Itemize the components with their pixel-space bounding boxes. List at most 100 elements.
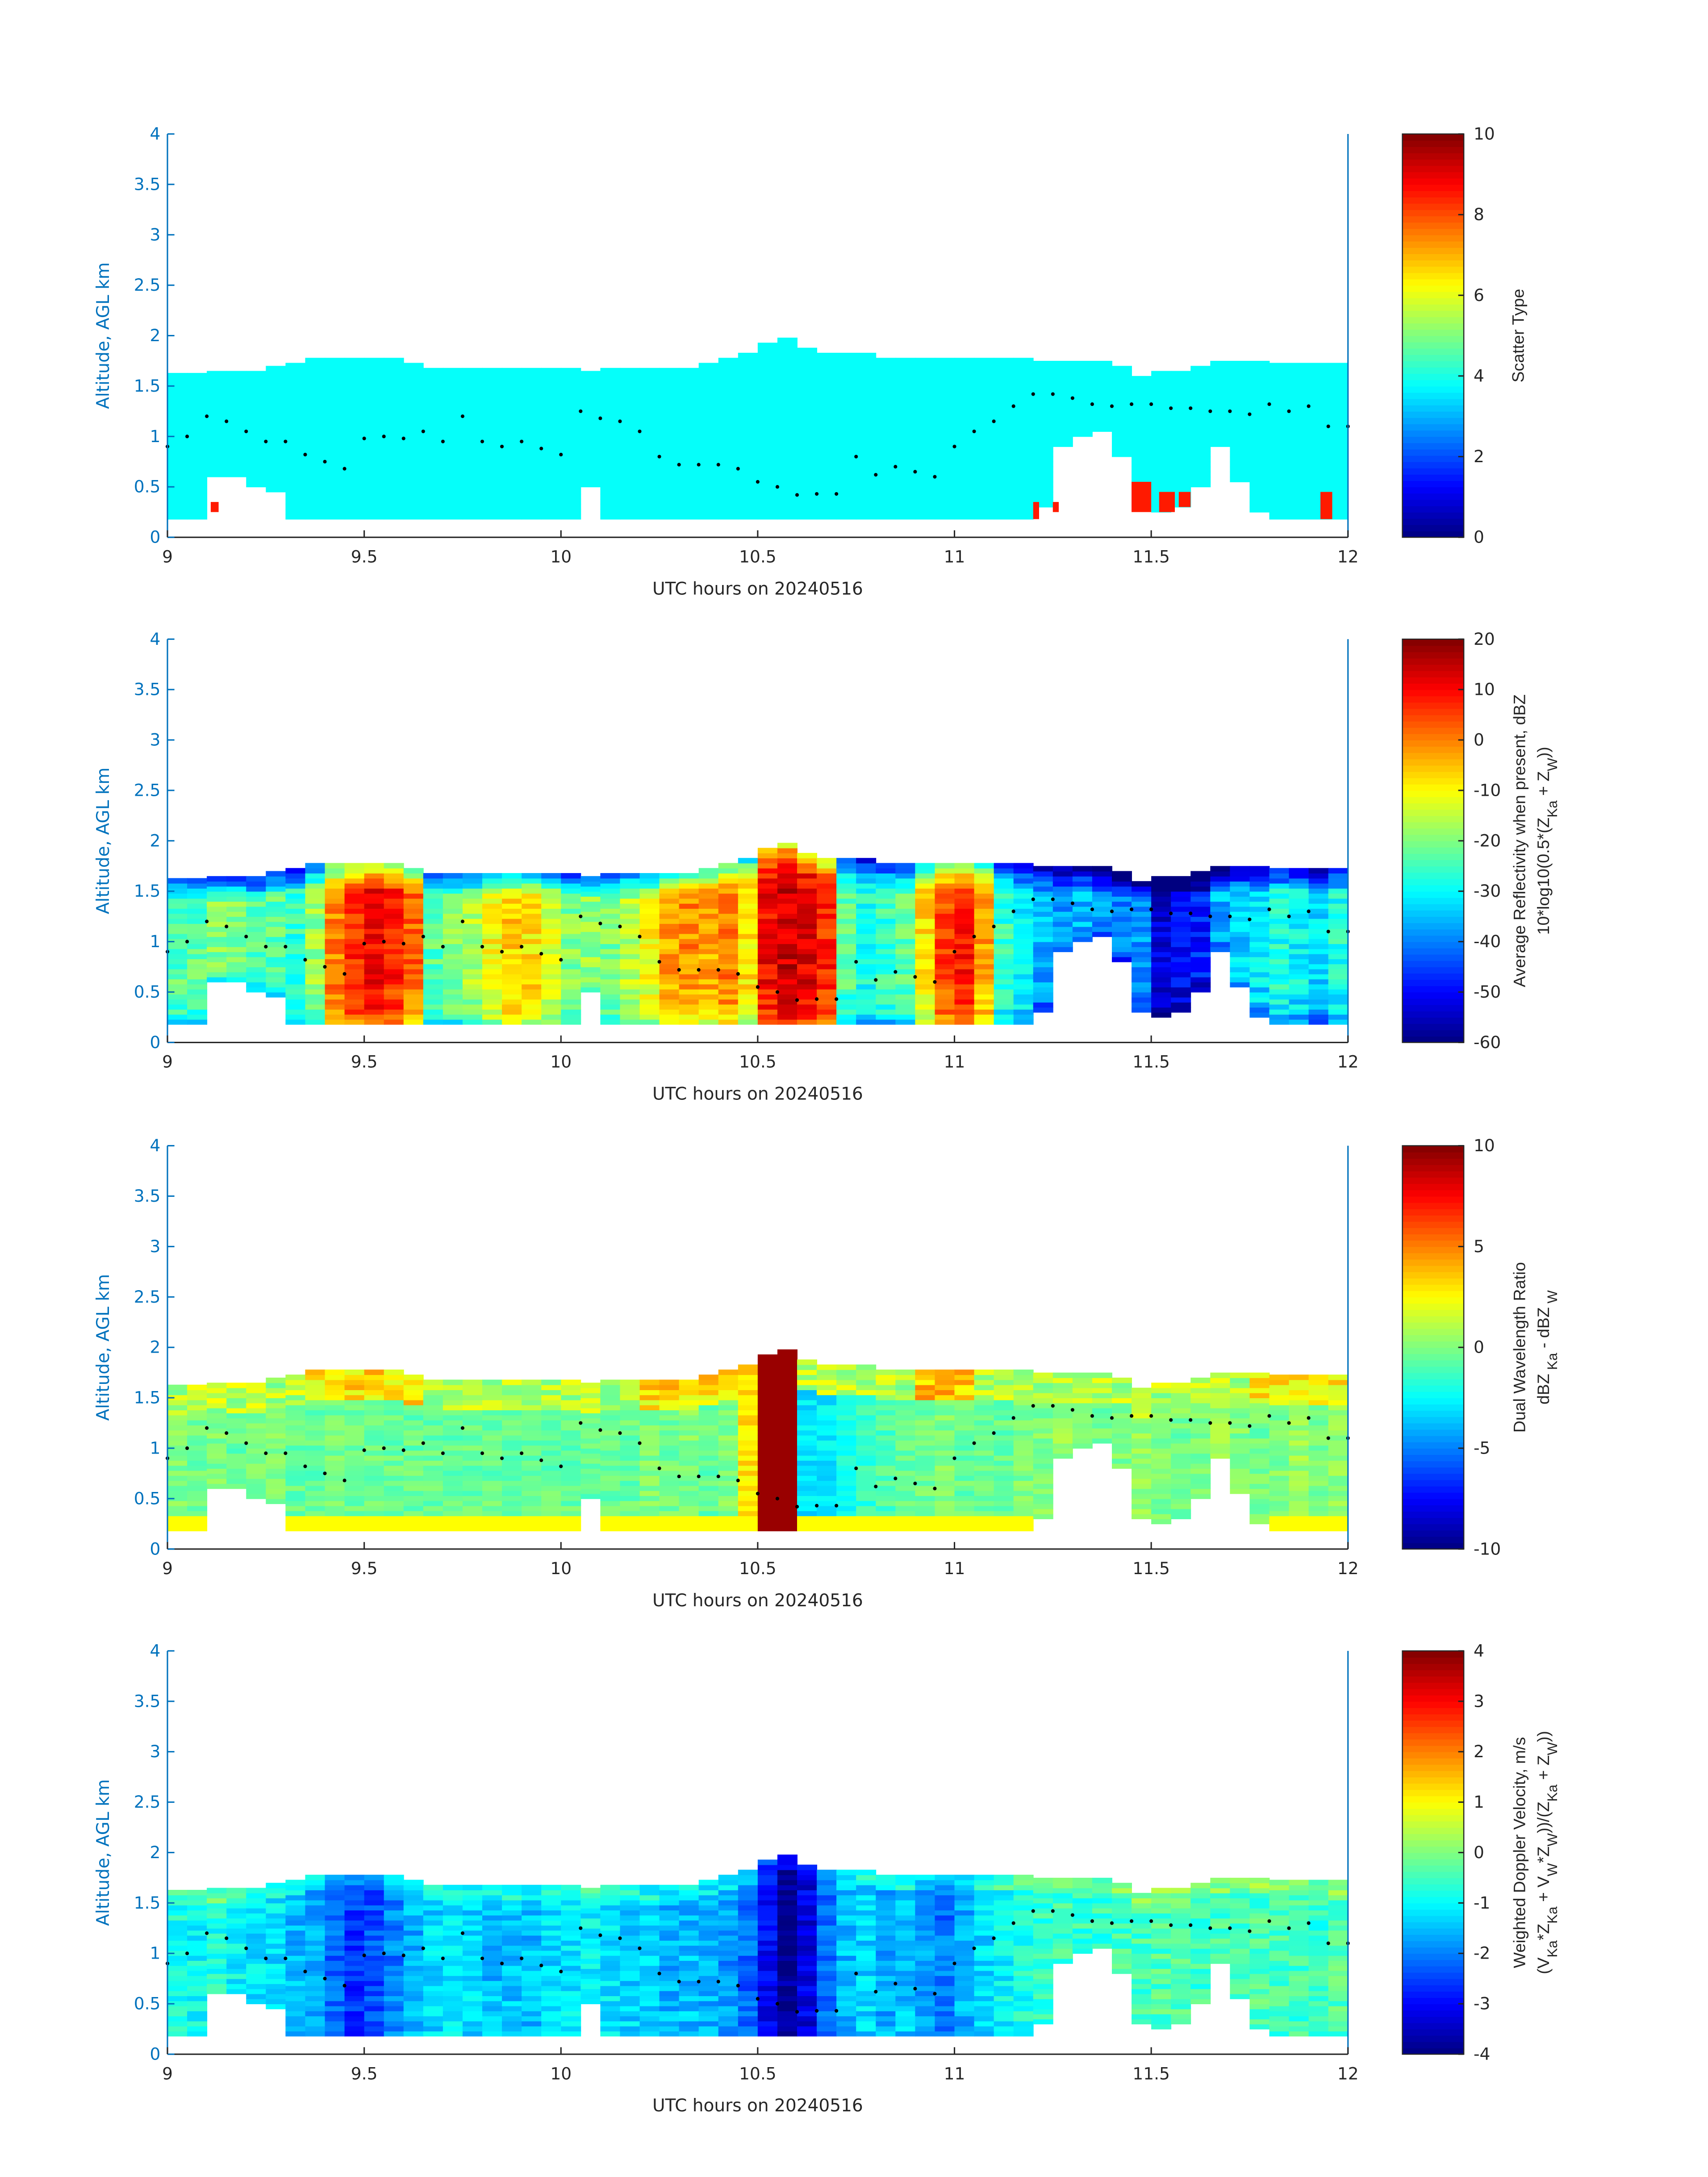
heatmap-cell [1132,957,1152,962]
heatmap-cell [915,908,935,914]
heatmap-cell [1190,906,1211,912]
heatmap-cell [266,952,286,957]
marker-point [1051,392,1055,396]
heatmap-cell [364,1500,384,1506]
heatmap-cell [403,489,424,494]
heatmap-cell [246,1478,267,1484]
colorbar-step [1402,840,1464,848]
heatmap-cell [325,408,345,414]
heatmap-cell [384,438,404,444]
heatmap-cell [797,1375,818,1380]
heatmap-cell [856,1445,877,1451]
heatmap-cell [207,1412,227,1419]
heatmap-cell [895,373,916,379]
heatmap-cell [757,888,778,894]
heatmap-cell [1092,906,1112,912]
heatmap-cell [1249,997,1270,1003]
heatmap-cell [757,504,778,510]
heatmap-cell [718,1500,739,1506]
heatmap-cell [502,1009,522,1015]
heatmap-cell [1013,994,1034,1000]
heatmap-cell [698,1480,719,1486]
heatmap-cell [1249,977,1270,982]
heatmap-cell [207,926,227,932]
heatmap-cell [738,464,758,469]
heatmap-cell [187,994,208,1000]
heatmap-cell [620,413,640,419]
heatmap-cell [1151,426,1172,432]
heatmap-cell [1112,436,1132,442]
heatmap-cell [580,961,601,967]
heatmap-cell [620,494,640,500]
heatmap-cell [1289,938,1309,944]
heatmap-cell [1249,492,1270,497]
heatmap-cell [502,1455,522,1461]
heatmap-cell [856,1525,877,1532]
heatmap-cell [639,494,660,500]
heatmap-cell [954,368,975,374]
heatmap-cell [1112,416,1132,422]
heatmap-cell [639,393,660,399]
heatmap-cell [718,944,739,949]
heatmap-cell [1249,961,1270,967]
heatmap-cell [403,1516,424,1521]
heatmap-cell [561,1480,581,1486]
heatmap-cell [325,903,345,909]
marker-point [362,942,366,946]
colorbar-step [1402,468,1464,475]
heatmap-cell [1308,969,1329,974]
heatmap-cell [285,499,306,505]
heatmap-cell [777,473,798,480]
heatmap-cell [915,883,935,889]
heatmap-cell [600,923,621,929]
heatmap-cell [344,453,365,459]
heatmap-cell [364,1019,384,1025]
heatmap-cell [384,878,404,884]
heatmap-cell [797,459,818,464]
heatmap-cell [502,1480,522,1486]
heatmap-cell [876,1404,896,1411]
heatmap-cell [757,1475,778,1481]
heatmap-cell [1190,936,1211,942]
heatmap-cell [502,1440,522,1446]
heatmap-cell [836,368,857,374]
heatmap-cell [482,1400,502,1405]
heatmap-cell [1013,964,1034,969]
heatmap-cell [817,974,837,980]
heatmap-cell [1112,411,1132,417]
heatmap-cell [935,428,955,434]
heatmap-cell [876,1019,896,1025]
heatmap-cell [246,1383,267,1388]
heatmap-cell [1249,967,1270,973]
heatmap-cell [580,957,601,962]
heatmap-cell [266,1423,286,1429]
heatmap-cell [679,918,699,924]
heatmap-cell [167,883,188,889]
heatmap-cell [935,928,955,934]
colorbar-step [1402,935,1464,942]
heatmap-cell [207,386,227,392]
heatmap-cell [620,913,640,919]
heatmap-cell [718,1375,739,1380]
heatmap-cell [541,908,562,914]
heatmap-cell [895,1480,916,1486]
heatmap-cell [836,393,857,399]
heatmap-cell [1289,984,1309,990]
heatmap-cell [817,368,837,374]
heatmap-cell [1072,876,1093,882]
heatmap-cell [1328,938,1349,944]
heatmap-cell [698,443,719,449]
heatmap-cell [817,358,837,364]
heatmap-cell [915,938,935,944]
heatmap-cell [482,1379,502,1385]
heatmap-cell [1308,438,1329,444]
heatmap-cell [876,974,896,980]
heatmap-cell [541,514,562,520]
heatmap-cell [1033,982,1053,988]
heatmap-cell [305,863,326,869]
heatmap-cell [1230,886,1250,892]
heatmap-cell [856,1516,877,1521]
heatmap-cell [659,1510,680,1517]
heatmap-cell [797,858,818,864]
heatmap-cell [167,913,188,919]
